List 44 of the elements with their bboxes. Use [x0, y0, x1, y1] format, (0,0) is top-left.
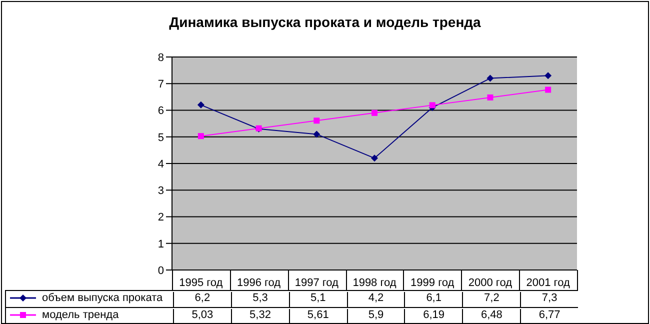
point: [372, 110, 378, 116]
point: [429, 102, 436, 108]
y-tick-label: 6: [158, 105, 164, 118]
point: [313, 130, 320, 138]
y-tick-label: 0: [158, 264, 164, 277]
x-tick-label: 1999 год: [410, 276, 455, 289]
legend-label: объем выпуска проката: [42, 292, 163, 304]
point: [486, 74, 494, 82]
data-label: 5,61: [288, 309, 347, 324]
y-tick-label: 5: [158, 132, 164, 144]
x-tick-label: 2000 год: [468, 276, 513, 289]
y-tick-label: 1: [158, 238, 164, 250]
x-tick-label: 1995 год: [179, 276, 224, 289]
legend-label: модель тренда: [42, 309, 119, 321]
data-label: 6,19: [404, 309, 462, 324]
y-tick-label: 4: [158, 158, 164, 170]
point: [198, 133, 204, 140]
data-label: 5,3: [230, 292, 289, 308]
data-label: 5,03: [173, 309, 231, 324]
data-label: 5,32: [230, 309, 289, 324]
point: [545, 86, 552, 93]
data-label: 5,1: [288, 292, 347, 308]
point: [314, 118, 320, 124]
point: [371, 154, 378, 162]
data-label: 6,48: [462, 309, 520, 324]
data-label: 7,2: [462, 292, 520, 308]
data-label: 4,2: [346, 292, 404, 308]
y-tick-label: 2: [158, 212, 164, 224]
y-tick-label: 8: [158, 52, 164, 64]
x-tick-label: 1997 год: [294, 276, 340, 289]
point: [197, 101, 204, 108]
x-tick-label: 2001 год: [526, 276, 570, 289]
point: [487, 94, 494, 100]
y-tick-label: 3: [158, 185, 164, 198]
point: [544, 72, 552, 80]
x-tick-label: 1996 год: [236, 276, 282, 289]
chart-title: Динамика выпуска проката и модель тренда: [168, 14, 482, 30]
data-label: 6,1: [404, 292, 462, 308]
data-label: 5,9: [346, 309, 404, 324]
data-label: 7,3: [520, 292, 578, 308]
x-tick-label: 1998 год: [352, 276, 397, 289]
y-tick-label: 7: [158, 78, 164, 91]
data-label: 6,77: [520, 309, 578, 324]
data-label: 6,2: [173, 292, 231, 308]
